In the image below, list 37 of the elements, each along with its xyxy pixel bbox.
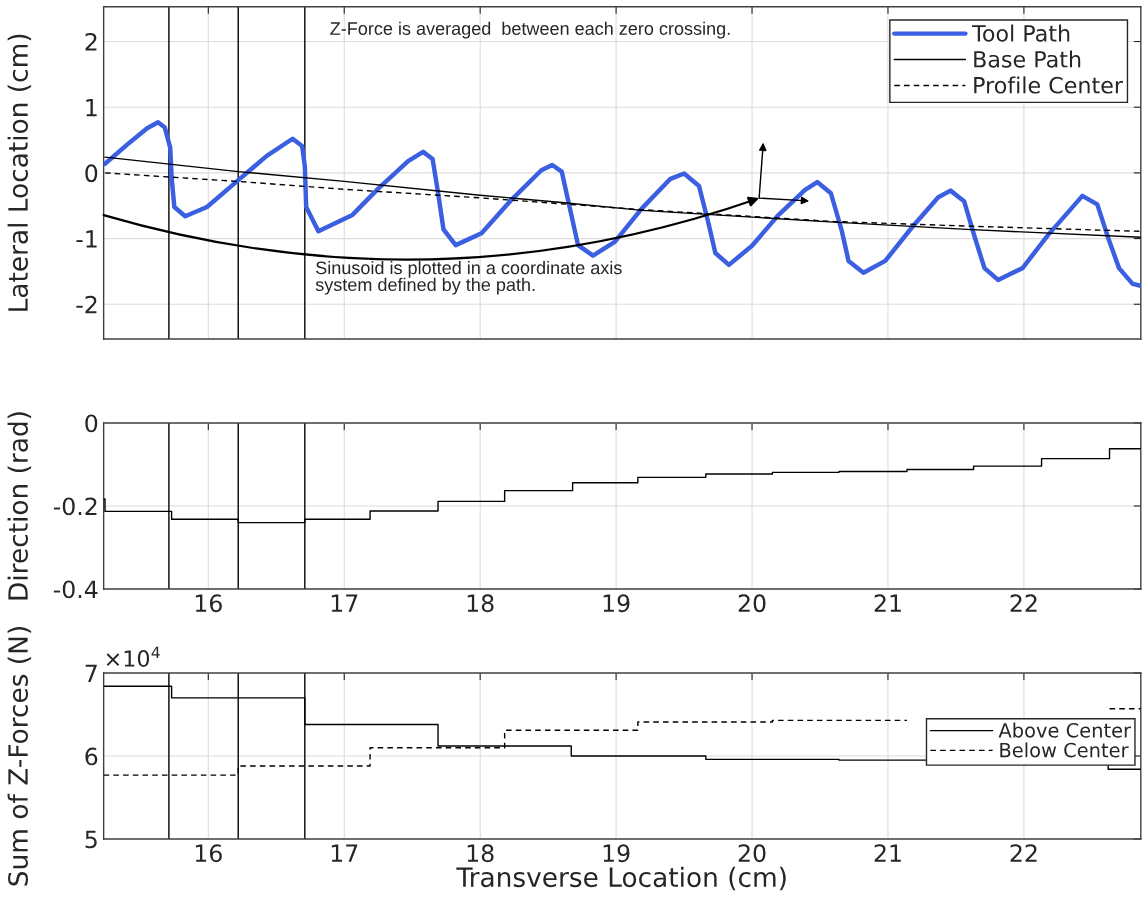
y-tick-label: 6 [85,747,98,766]
x-axis-title: Transverse Location (cm) [456,866,786,891]
x-tick-label: 22 [1010,594,1037,612]
text: ×10$^{4}$ [106,646,160,667]
y-tick-label: 5 [85,830,97,849]
x-tick-label: 21 [874,594,901,612]
y-tick-label: -0.2 [53,497,97,516]
x-tick-label: 19 [603,844,630,863]
legend-label: Above Center [998,722,1132,738]
legend-label: Below Center [1000,742,1129,758]
x-tick-label: 22 [1010,844,1037,862]
y-tick-label: -1 [76,230,97,248]
y-axis-title: Direction (rad) [7,412,32,600]
x-tick-label: 16 [195,844,222,863]
x-tick-label: 20 [738,844,766,863]
x-tick-label: 20 [738,594,766,613]
y-tick-label: -0.4 [53,580,98,599]
y-tick-label: 2 [85,32,97,51]
x-tick-label: 18 [467,844,494,863]
y-tick-label: 1 [86,98,97,117]
y-tick-label: 0 [85,414,98,433]
x-tick-label: 18 [467,594,494,613]
legend-label: Profile Center [974,76,1124,94]
y-axis-title: Sum of Z-Forces (N) [7,627,32,886]
y-tick-label: 0 [85,164,98,183]
legend-label: Tool Path [972,24,1070,42]
x-tick-label: 17 [331,594,358,612]
y-tick-label: -2 [76,295,97,314]
x-tick-label: 21 [874,844,901,862]
x-tick-label: 19 [603,594,630,613]
x-tick-label: 17 [331,844,358,862]
y-axis-title: Lateral Location (cm) [7,34,32,311]
y-tick-label: 7 [85,664,97,682]
legend-label: Base Path [974,50,1081,68]
x-tick-label: 16 [195,594,222,613]
annotation: Z-Force is averaged between each zero crossing. [330,21,730,39]
annotation: Sinusoid is plotted in a coordinate axis system defined by the path. [315,260,622,295]
